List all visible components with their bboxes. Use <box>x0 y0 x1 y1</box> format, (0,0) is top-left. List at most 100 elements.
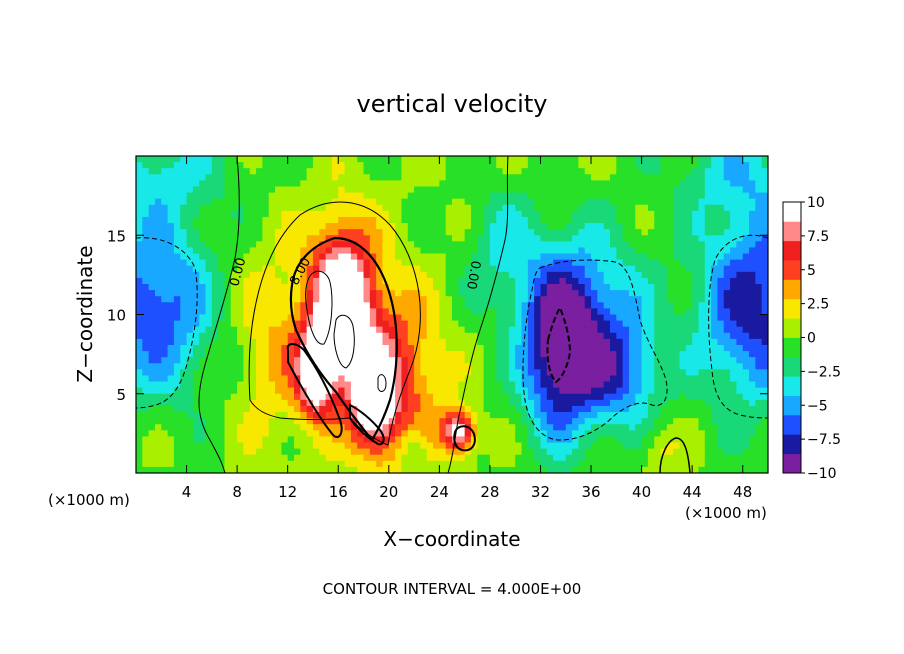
field-cell <box>565 290 573 297</box>
field-cell <box>211 448 219 456</box>
field-cell <box>666 204 674 212</box>
field-cell <box>692 235 700 242</box>
field-cell <box>452 338 459 346</box>
field-cell <box>167 363 175 370</box>
field-cell <box>445 418 453 425</box>
field-cell <box>275 284 282 291</box>
field-cell <box>382 302 390 310</box>
field-cell <box>287 235 295 242</box>
field-cell <box>597 247 605 255</box>
field-cell <box>679 265 687 273</box>
field-cell <box>761 265 768 273</box>
field-cell <box>224 393 232 401</box>
field-cell <box>312 210 320 218</box>
field-cell <box>268 198 276 206</box>
field-cell <box>420 430 428 438</box>
field-cell <box>584 424 592 431</box>
field-cell <box>565 192 573 200</box>
field-cell <box>243 405 251 413</box>
field-cell <box>218 351 226 358</box>
field-cell <box>698 344 706 352</box>
field-cell <box>578 338 586 346</box>
field-cell <box>287 326 295 334</box>
field-cell <box>458 302 466 310</box>
field-cell <box>148 241 156 249</box>
field-cell <box>755 369 763 377</box>
field-cell <box>287 198 295 206</box>
field-cell <box>489 442 497 450</box>
field-cell <box>350 387 358 395</box>
field-cell <box>660 393 668 401</box>
field-cell <box>376 393 384 401</box>
field-cell <box>237 351 245 358</box>
field-cell <box>154 363 162 370</box>
field-cell <box>192 399 200 407</box>
field-cell <box>692 253 700 261</box>
field-cell <box>704 405 712 413</box>
field-cell <box>749 210 756 218</box>
field-cell <box>420 247 428 255</box>
field-cell <box>736 174 744 181</box>
field-cell <box>584 320 592 328</box>
field-cell <box>136 162 143 169</box>
field-cell <box>622 399 630 407</box>
field-cell <box>300 308 308 316</box>
field-cell <box>685 454 693 462</box>
field-cell <box>477 430 485 438</box>
field-cell <box>698 162 706 169</box>
field-cell <box>256 168 263 175</box>
field-cell <box>508 241 516 249</box>
field-cell <box>508 338 516 346</box>
field-cell <box>521 259 529 267</box>
field-cell <box>502 302 510 310</box>
field-cell <box>515 405 523 413</box>
field-cell <box>559 168 567 175</box>
field-cell <box>426 412 434 419</box>
field-cell <box>565 247 573 255</box>
field-cell <box>262 259 270 267</box>
field-cell <box>211 277 219 285</box>
field-cell <box>136 271 143 279</box>
field-cell <box>445 326 453 334</box>
field-cell <box>553 180 561 188</box>
field-cell <box>508 357 516 364</box>
field-cell <box>243 357 251 364</box>
field-cell <box>344 210 352 218</box>
field-cell <box>749 302 756 310</box>
field-cell <box>755 351 763 358</box>
field-cell <box>515 204 523 212</box>
field-cell <box>312 418 320 425</box>
field-cell <box>319 424 327 431</box>
field-cell <box>527 247 535 255</box>
field-cell <box>173 168 181 175</box>
field-cell <box>723 204 731 212</box>
field-cell <box>654 399 662 407</box>
field-cell <box>572 338 579 346</box>
field-cell <box>742 320 750 328</box>
field-cell <box>666 156 674 163</box>
field-cell <box>237 216 245 224</box>
field-cell <box>154 418 162 425</box>
field-cell <box>755 381 763 389</box>
field-cell <box>325 436 333 444</box>
field-cell <box>256 229 263 236</box>
field-cell <box>591 405 598 413</box>
field-cell <box>319 204 327 212</box>
field-cell <box>426 162 434 169</box>
field-cell <box>660 162 668 169</box>
field-cell <box>742 271 750 279</box>
field-cell <box>761 241 768 249</box>
field-cell <box>433 381 440 389</box>
field-cell <box>306 344 314 352</box>
field-cell <box>205 430 213 438</box>
field-cell <box>470 320 478 328</box>
field-cell <box>344 180 352 188</box>
field-cell <box>350 168 358 175</box>
field-cell <box>439 436 447 444</box>
field-cell <box>508 180 516 188</box>
field-cell <box>679 284 687 291</box>
field-cell <box>312 314 320 322</box>
field-cell <box>521 253 529 261</box>
field-cell <box>312 277 320 285</box>
field-cell <box>698 338 706 346</box>
